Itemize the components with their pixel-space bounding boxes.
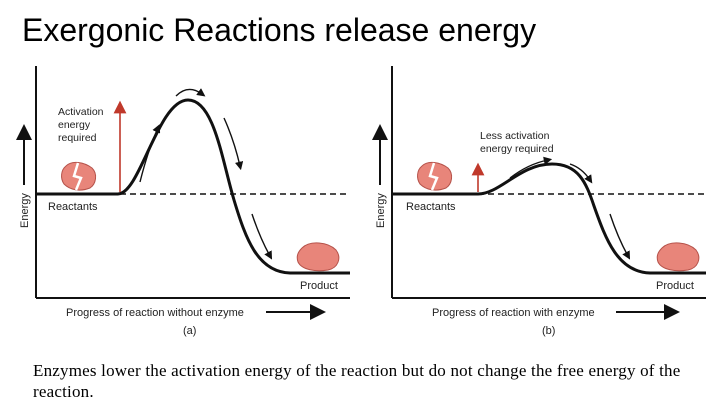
slide-caption: Enzymes lower the activation energy of t…: [33, 361, 681, 401]
panel-b-activation-label: Less activation energy required: [480, 130, 554, 155]
panel-a-reactant-molecule: [61, 161, 97, 191]
panel-a-flow-arrow: [139, 124, 161, 183]
panel-a-product-molecule: [296, 242, 340, 272]
panel-a-activation-label: Activation energy required: [58, 106, 106, 144]
panel-a-x-axis-label: Progress of reaction without enzyme: [66, 307, 244, 319]
panel-a-reactants-label: Reactants: [48, 201, 98, 213]
panel-a-flow-arrow: [251, 213, 273, 260]
panel-b-energy-label: Energy: [375, 193, 387, 228]
panel-a-energy-curve: [36, 98, 350, 275]
panel-a: Energy Activation energy required Reacta…: [16, 66, 350, 337]
panel-b-flow-arrow: [509, 156, 553, 179]
slide-title: Exergonic Reactions release energy: [22, 12, 537, 48]
panel-a-energy-label: Energy: [19, 193, 31, 228]
panel-b-flow-arrow: [609, 213, 631, 260]
energy-diagrams: Energy Activation energy required Reacta…: [16, 66, 706, 337]
panel-b: Energy Less activation energy required R…: [372, 66, 706, 337]
panel-a-product-label: Product: [300, 280, 338, 292]
panel-a-flow-arrow: [175, 88, 206, 97]
panel-b-flow-arrow: [569, 163, 593, 184]
panel-b-reactant-molecule: [417, 161, 453, 191]
panel-b-x-axis-label: Progress of reaction with enzyme: [432, 307, 595, 319]
panel-b-reactants-label: Reactants: [406, 201, 456, 213]
panel-b-product-molecule: [656, 242, 700, 272]
panel-b-energy-curve: [392, 162, 706, 275]
panel-b-product-label: Product: [656, 280, 694, 292]
panel-a-letter: (a): [183, 325, 196, 337]
panel-b-letter: (b): [542, 325, 555, 337]
panel-a-flow-arrow: [223, 117, 244, 171]
